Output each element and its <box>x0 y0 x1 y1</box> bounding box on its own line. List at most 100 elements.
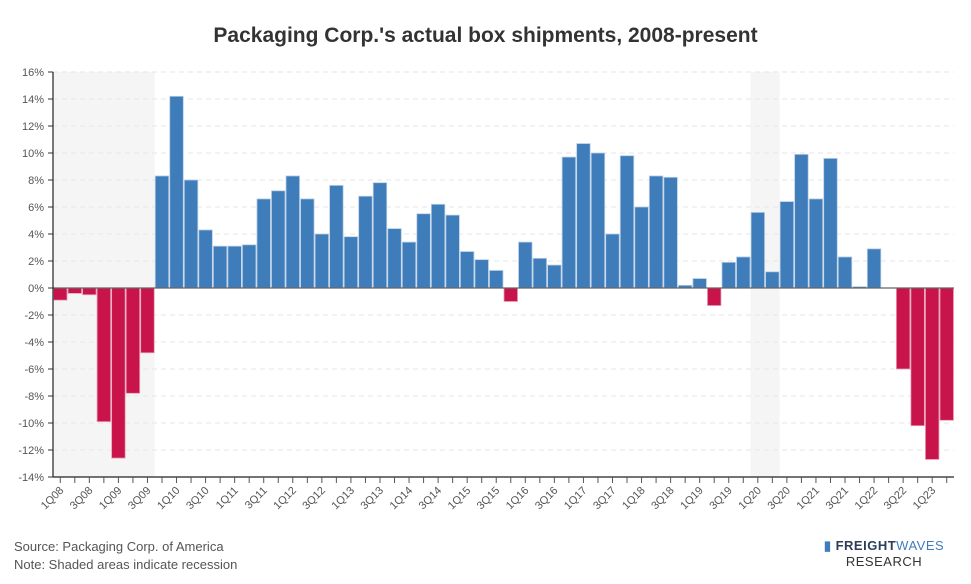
bar-3Q22 <box>895 287 911 370</box>
bar-1Q14 <box>401 241 417 289</box>
x-tick-label: 1Q16 <box>504 485 532 513</box>
x-tick-label: 1Q17 <box>562 485 590 513</box>
y-tick-label: -10% <box>18 418 44 430</box>
x-tick-label: 1Q14 <box>388 485 416 513</box>
source-note: Source: Packaging Corp. of America <box>14 539 224 554</box>
bar-3Q14 <box>430 203 446 289</box>
x-tick-label: 3Q13 <box>359 485 387 513</box>
x-tick-label: 3Q17 <box>591 485 619 513</box>
x-tick-label: 1Q15 <box>446 485 474 513</box>
y-tick-label: 0% <box>28 283 44 295</box>
bar-3Q17 <box>605 233 620 289</box>
bar-1Q10 <box>169 95 184 289</box>
y-tick-label: -8% <box>24 391 44 403</box>
bar-2Q19 <box>707 287 722 306</box>
bar-4Q22 <box>910 287 925 427</box>
bar-2Q23 <box>939 287 954 421</box>
x-tick-label: 1Q11 <box>214 485 241 512</box>
bar-3Q15 <box>489 270 504 289</box>
y-tick-label: 4% <box>28 229 44 241</box>
y-tick-label: 12% <box>22 121 44 133</box>
y-tick-label: -6% <box>24 364 44 376</box>
recession-note: Note: Shaded areas indicate recession <box>14 557 238 572</box>
x-tick-label: 1Q21 <box>795 485 823 513</box>
bar-2Q14 <box>416 213 431 289</box>
bar-2Q15 <box>474 259 489 289</box>
logo-sub: RESEARCH <box>845 554 923 569</box>
bar-2Q21 <box>823 157 838 289</box>
bar-3Q09 <box>140 287 155 354</box>
bar-1Q19 <box>692 278 707 289</box>
x-tick-label: 1Q12 <box>271 485 299 513</box>
bar-2Q16 <box>532 257 547 289</box>
x-tick-label: 3Q12 <box>300 485 328 513</box>
bar-4Q16 <box>561 156 577 289</box>
x-tick-label: 1Q22 <box>853 485 881 513</box>
x-tick-label: 1Q10 <box>155 485 183 513</box>
y-tick-label: -12% <box>18 445 44 457</box>
x-tick-label: 3Q16 <box>533 485 561 513</box>
bar-1Q20 <box>750 211 765 289</box>
x-tick-label: 1Q13 <box>330 485 358 513</box>
bar-3Q16 <box>547 264 562 289</box>
x-tick-label: 1Q18 <box>620 485 648 513</box>
bar-1Q23 <box>925 287 940 460</box>
bar-4Q20 <box>794 153 809 289</box>
y-tick-label: -4% <box>24 337 44 349</box>
bar-4Q10 <box>212 245 228 289</box>
bar-4Q11 <box>271 190 286 289</box>
y-tick-label: -14% <box>18 472 44 484</box>
bar-1Q13 <box>343 236 359 289</box>
bar-3Q10 <box>198 229 213 289</box>
x-tick-label: 3Q10 <box>184 485 212 513</box>
x-tick-label: 3Q20 <box>765 485 793 513</box>
x-tick-label: 3Q15 <box>475 485 503 513</box>
bar-2Q13 <box>358 195 373 289</box>
bar-1Q16 <box>518 241 533 289</box>
bar-2Q10 <box>183 179 199 289</box>
y-tick-label: 6% <box>28 202 44 214</box>
y-tick-label: 8% <box>28 175 44 187</box>
bar-2Q08 <box>67 287 82 294</box>
x-tick-label: 3Q14 <box>417 485 445 513</box>
bar-3Q18 <box>663 176 678 289</box>
bar-3Q12 <box>314 233 330 289</box>
x-tick-label: 3Q22 <box>882 485 910 513</box>
x-tick-label: 3Q19 <box>707 485 735 513</box>
x-tick-label: 3Q11 <box>243 485 270 512</box>
x-tick-label: 1Q20 <box>736 485 764 513</box>
y-tick-label: 16% <box>22 67 44 79</box>
bar-1Q09 <box>111 287 126 459</box>
x-tick-label: 1Q09 <box>97 485 125 513</box>
freightwaves-logo: ▮ FREIGHTWAVES RESEARCH <box>809 538 959 569</box>
bar-3Q13 <box>372 182 388 289</box>
bar-3Q21 <box>837 256 853 289</box>
x-tick-label: 3Q21 <box>824 485 852 513</box>
y-tick-label: 10% <box>22 148 44 160</box>
bar-3Q19 <box>721 261 736 289</box>
bar-3Q20 <box>779 201 795 289</box>
bar-4Q12 <box>329 184 344 289</box>
bar-4Q13 <box>387 228 402 289</box>
y-tick-label: -2% <box>24 310 44 322</box>
x-tick-label: 1Q23 <box>911 485 939 513</box>
bar-2Q11 <box>242 244 257 289</box>
bar-2Q20 <box>765 271 780 289</box>
y-tick-label: 14% <box>22 94 44 106</box>
logo-icon: ▮ <box>823 538 832 553</box>
bar-3Q08 <box>82 287 97 296</box>
x-tick-label: 1Q19 <box>678 485 706 513</box>
logo-brand-bold: FREIGHT <box>835 538 897 553</box>
bar-4Q19 <box>736 256 751 289</box>
bar-4Q17 <box>619 155 635 289</box>
logo-brand-light: WAVES <box>896 538 945 553</box>
bar-1Q15 <box>460 251 475 289</box>
bar-4Q09 <box>154 175 170 289</box>
x-tick-label: 3Q09 <box>126 485 154 513</box>
bar-2Q12 <box>300 198 315 289</box>
bar-4Q14 <box>445 214 460 289</box>
bar-4Q08 <box>96 287 112 423</box>
bar-4Q15 <box>503 287 518 302</box>
bar-3Q11 <box>256 198 271 289</box>
